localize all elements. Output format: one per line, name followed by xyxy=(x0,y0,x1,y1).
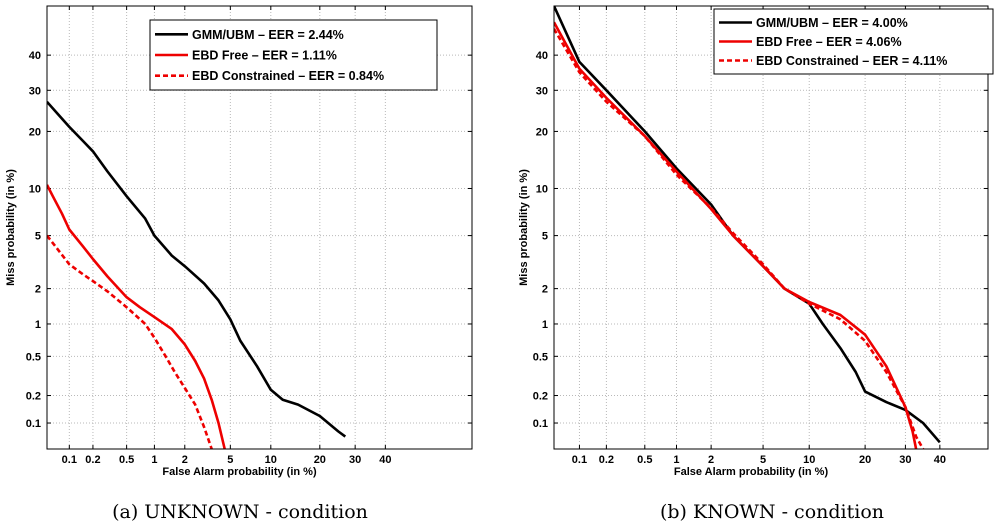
y-tick-label: 30 xyxy=(536,85,548,97)
y-tick-label: 2 xyxy=(35,284,41,296)
legend-label-3: EBD Constrained – EER = 4.11% xyxy=(756,54,947,68)
y-tick-label: 0.1 xyxy=(533,418,548,430)
y-tick-label: 0.5 xyxy=(26,351,41,363)
x-axis-label: False Alarm probability (in %) xyxy=(162,466,317,478)
x-tick-label: 0.2 xyxy=(599,454,614,466)
det-panel-unknown: 0.1 0.2 0.5 1 2 5 10 20 30 40 0.1 0.2 0.5 1 2 5 10 20 30 40… xyxy=(5,5,473,523)
x-tick-label: 20 xyxy=(859,454,871,466)
x-tick-label: 5 xyxy=(227,454,233,466)
panel-caption: (b) KNOWN - condition xyxy=(660,501,884,523)
legend-label-2: EBD Free – EER = 1.11% xyxy=(192,49,337,63)
x-tick-label: 1 xyxy=(673,454,679,466)
y-axis-label: Miss probability (in %) xyxy=(5,169,17,286)
x-tick-label: 0.5 xyxy=(637,454,652,466)
x-tick-label: 0.1 xyxy=(62,454,77,466)
x-tick-label: 40 xyxy=(379,454,391,466)
series-group xyxy=(554,6,941,449)
series-line-3 xyxy=(554,28,925,449)
y-tick-label: 5 xyxy=(542,231,548,243)
x-tick-label: 30 xyxy=(899,454,911,466)
y-tick-label: 0.2 xyxy=(26,391,41,403)
plot-area xyxy=(554,6,988,449)
legend: GMM/UBM – EER = 4.00% EBD Free – EER = 4.… xyxy=(713,8,994,75)
y-tick-label: 2 xyxy=(542,284,548,296)
x-tick-label: 0.2 xyxy=(85,454,100,466)
x-tick-label: 0.1 xyxy=(572,454,587,466)
series-line-2 xyxy=(554,21,918,449)
series-line-3 xyxy=(47,234,213,449)
legend: GMM/UBM – EER = 2.44% EBD Free – EER = 1.… xyxy=(149,19,438,91)
y-tick-label: 0.5 xyxy=(533,351,548,363)
y-tick-label: 0.2 xyxy=(533,391,548,403)
y-tick-label: 1 xyxy=(542,319,548,331)
legend-label-3: EBD Constrained – EER = 0.84% xyxy=(192,69,384,83)
x-tick-label: 5 xyxy=(760,454,766,466)
y-tick-label: 20 xyxy=(536,126,548,138)
y-tick-label: 20 xyxy=(29,126,41,138)
x-tick-label: 2 xyxy=(182,454,188,466)
x-tick-label: 10 xyxy=(265,454,277,466)
y-tick-label: 40 xyxy=(536,50,548,62)
y-tick-label: 10 xyxy=(536,183,548,195)
y-tick-label: 30 xyxy=(29,85,41,97)
y-tick-label: 5 xyxy=(35,231,41,243)
x-tick-label: 20 xyxy=(314,454,326,466)
y-tick-label: 1 xyxy=(35,319,41,331)
x-axis-label: False Alarm probability (in %) xyxy=(674,466,829,478)
y-tick-label: 40 xyxy=(29,50,41,62)
y-tick-label: 0.1 xyxy=(26,418,41,430)
legend-box xyxy=(713,8,994,75)
x-tick-label: 1 xyxy=(151,454,157,466)
legend-label-1: GMM/UBM – EER = 2.44% xyxy=(192,28,344,42)
x-tick-label: 10 xyxy=(803,454,815,466)
det-panel-known: 0.1 0.2 0.5 1 2 5 10 20 30 40 0.1 0.2 0.5 1 2 5 10 20 30 40… xyxy=(518,5,994,523)
panel-caption: (a) UNKNOWN - condition xyxy=(112,501,368,523)
axes-frame xyxy=(46,5,473,450)
x-tick-label: 30 xyxy=(349,454,361,466)
legend-box xyxy=(149,19,438,91)
x-tick-label: 0.5 xyxy=(119,454,134,466)
y-tick-label: 10 xyxy=(29,183,41,195)
legend-label-1: GMM/UBM – EER = 4.00% xyxy=(756,16,908,30)
x-tick-label: 40 xyxy=(934,454,946,466)
series-group xyxy=(47,100,347,449)
series-line-1 xyxy=(47,100,347,438)
legend-label-2: EBD Free – EER = 4.06% xyxy=(756,35,902,49)
x-tick-label: 2 xyxy=(708,454,714,466)
series-line-2 xyxy=(47,184,226,449)
y-axis-label: Miss probability (in %) xyxy=(518,169,530,286)
axes-frame xyxy=(553,5,989,450)
